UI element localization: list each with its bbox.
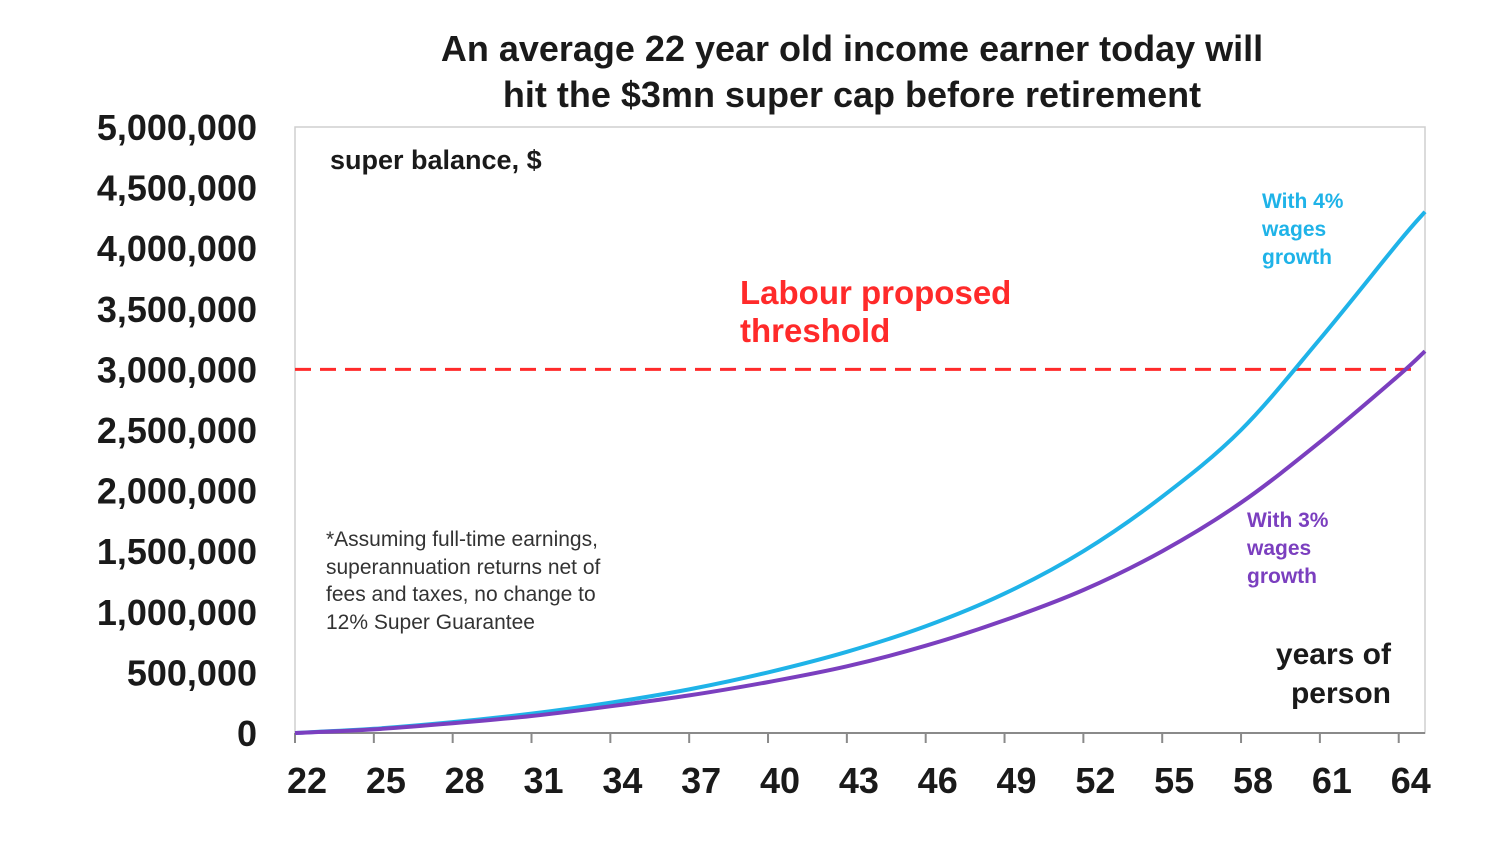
plot-area (294, 126, 1426, 734)
x-tick-label: 34 (602, 760, 642, 801)
series-label-3pct-line-2: wages (1246, 537, 1311, 560)
y-tick-label: 3,500,000 (97, 289, 257, 330)
threshold-label-line-2: threshold (740, 312, 890, 349)
x-tick-label: 43 (839, 760, 879, 801)
assumption-note-line-3: fees and taxes, no change to (326, 583, 596, 606)
x-axis-label-line-2: person (1291, 677, 1391, 710)
x-tick-label: 52 (1075, 760, 1115, 801)
y-tick-label: 4,500,000 (97, 168, 257, 209)
x-tick-label: 37 (681, 760, 721, 801)
series-label-4pct-line-3: growth (1262, 246, 1332, 269)
series-label-3pct-line-3: growth (1247, 565, 1317, 588)
chart-title-line-2: hit the $3mn super cap before retirement (503, 74, 1201, 115)
x-axis: 22 25 28 31 34 37 40 43 46 49 52 55 58 61 64 (287, 733, 1431, 801)
x-tick-label: 61 (1312, 760, 1352, 801)
x-axis-label-line-1: years of (1276, 638, 1392, 671)
y-tick-label: 0 (237, 713, 257, 754)
y-axis-label: super balance, $ (330, 145, 542, 175)
y-tick-label: 1,000,000 (97, 592, 257, 633)
x-tick-label: 25 (366, 760, 406, 801)
series-label-3pct-line-1: With 3% (1247, 509, 1329, 532)
series-label-4pct-line-2: wages (1261, 218, 1326, 241)
assumption-note-line-2: superannuation returns net of (326, 556, 601, 579)
y-tick-label: 4,000,000 (97, 228, 257, 269)
series-line-3pct-wages (294, 349, 1427, 735)
y-axis: 0 500,000 1,000,000 1,500,000 2,000,000 2,500… (97, 107, 257, 754)
y-tick-label: 2,500,000 (97, 410, 257, 451)
assumption-note-line-1: *Assuming full-time earnings, (326, 528, 598, 551)
x-tick-label: 28 (445, 760, 485, 801)
x-tick-label: 46 (918, 760, 958, 801)
x-tick-label: 58 (1233, 760, 1273, 801)
y-tick-label: 3,000,000 (97, 349, 257, 390)
series-label-4pct-line-1: With 4% (1262, 190, 1344, 213)
x-tick-label: 55 (1154, 760, 1194, 801)
x-tick-label: 31 (523, 760, 563, 801)
assumption-note-line-4: 12% Super Guarantee (326, 611, 535, 634)
chart-title-line-1: An average 22 year old income earner tod… (441, 28, 1263, 69)
x-tick-label: 40 (760, 760, 800, 801)
x-tick-label: 49 (997, 760, 1037, 801)
x-tick-label: 22 (287, 760, 327, 801)
y-tick-label: 5,000,000 (97, 107, 257, 148)
y-tick-label: 500,000 (127, 652, 257, 693)
series-line-4pct-wages (294, 210, 1427, 735)
y-tick-label: 1,500,000 (97, 531, 257, 572)
y-tick-label: 2,000,000 (97, 471, 257, 512)
threshold-label-line-1: Labour proposed (740, 274, 1011, 311)
x-tick-label: 64 (1391, 760, 1431, 801)
